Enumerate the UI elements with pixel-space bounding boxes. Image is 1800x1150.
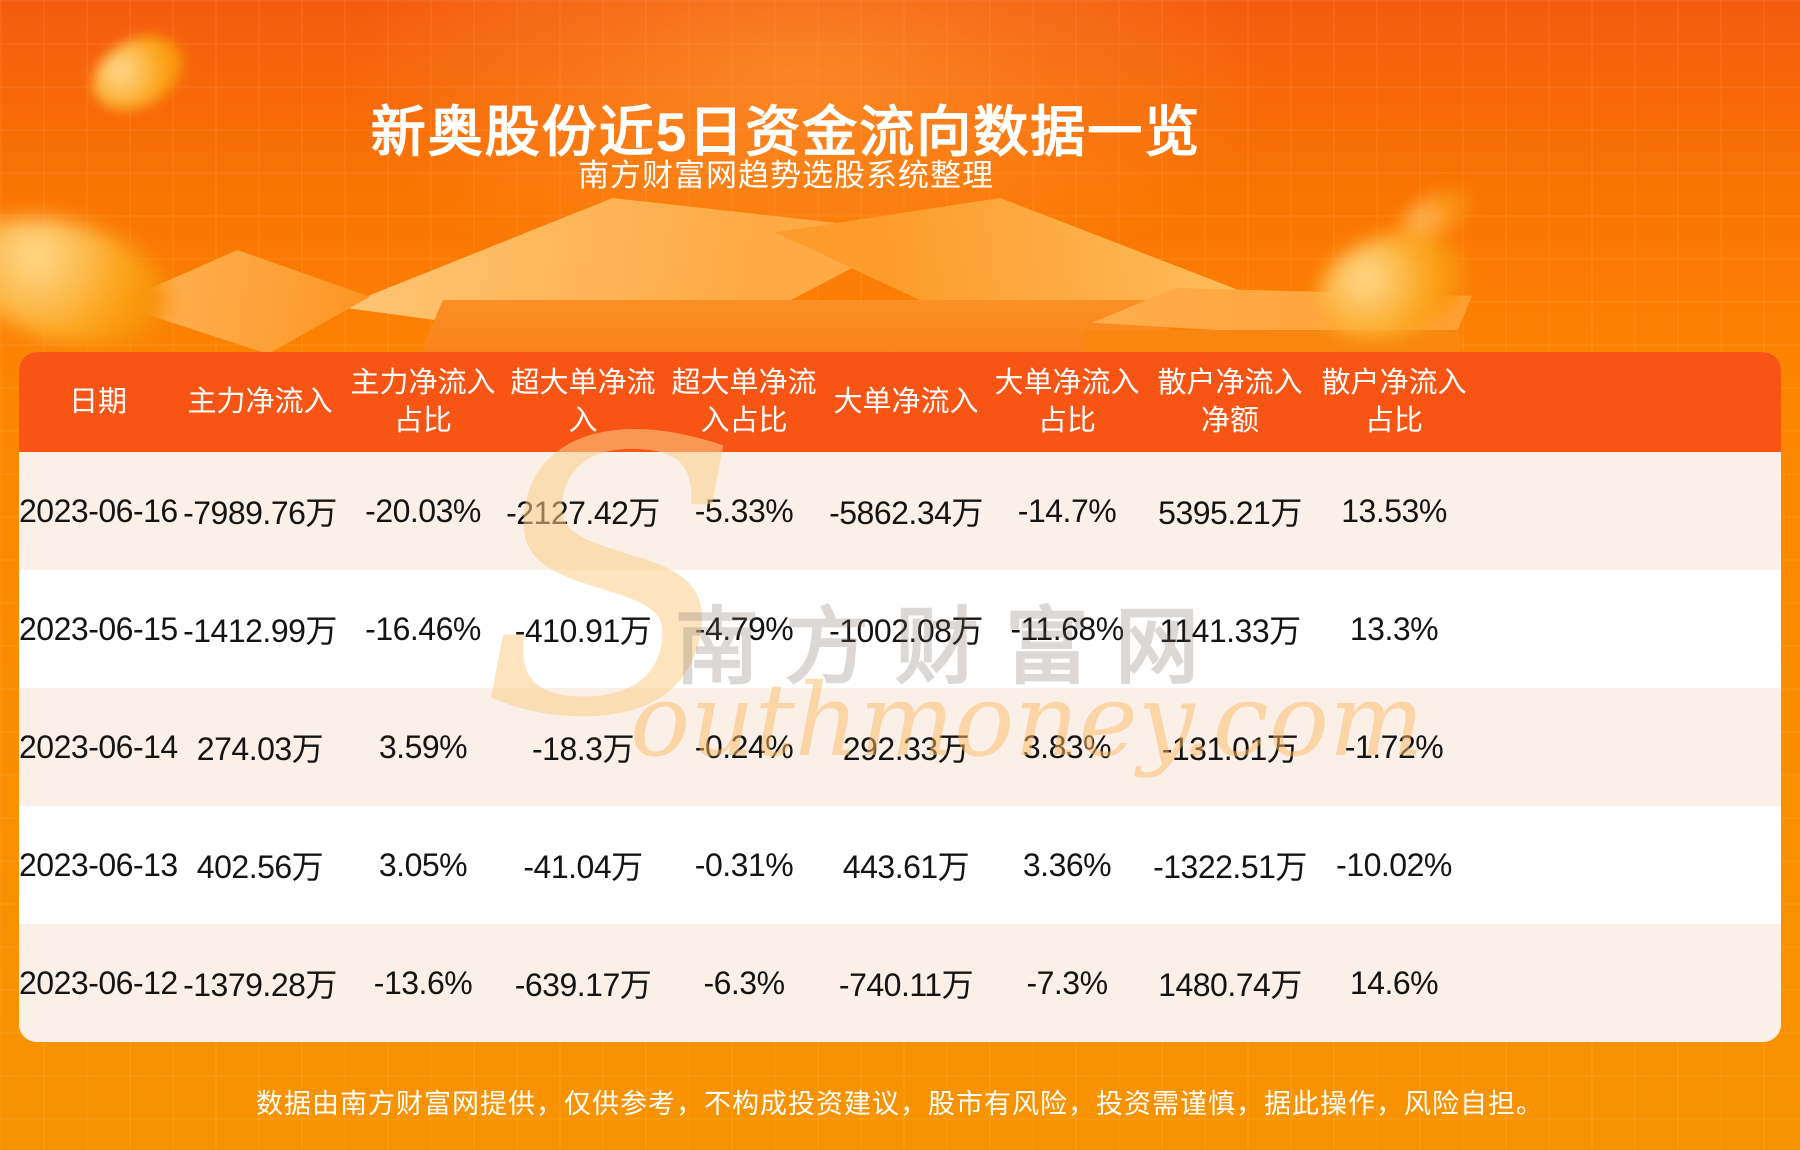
podium-shape [1085, 330, 1460, 354]
table-cell: -410.91万 [514, 613, 652, 649]
gold-coin-decoration [1304, 215, 1478, 357]
table-cell: -14.7% [1017, 492, 1117, 529]
table-cell: -13.6% [373, 964, 473, 1001]
table-row: 2023-06-12 -1379.28万 -13.6% -639.17万 -6.… [19, 924, 1781, 1042]
table-cell: -5.33% [694, 492, 794, 529]
podium-shape [1092, 288, 1472, 344]
column-header: 超大单净流 入占比 [671, 366, 817, 437]
table-cell: 1141.33万 [1159, 613, 1301, 649]
column-header: 散户净流入 占比 [1321, 366, 1467, 437]
table-cell: 2023-06-15 [19, 610, 178, 647]
column-header: 日期 [68, 385, 127, 418]
column-header: 主力净流入 占比 [350, 366, 496, 437]
table-cell: -1379.28万 [183, 967, 337, 1003]
table-cell: -2127.42万 [506, 495, 660, 531]
disclaimer-text: 数据由南方财富网提供，仅供参考，不构成投资建议，股市有风险，投资需谨慎，据此操作… [256, 1089, 1544, 1119]
column-header: 超大单净流 入 [510, 366, 656, 437]
column-header: 主力净流入 [187, 385, 333, 418]
table-cell: -20.03% [365, 492, 481, 529]
table-cell: 13.3% [1349, 610, 1439, 647]
table-cell: -6.3% [703, 964, 785, 1001]
column-header: 散户净流入 净额 [1157, 366, 1303, 437]
header-spacer [1475, 352, 1781, 452]
table-cell: 13.53% [1341, 492, 1447, 529]
gold-coin-decoration [0, 196, 182, 366]
table-cell: 2023-06-16 [19, 492, 178, 529]
table-cell: 292.33万 [842, 731, 970, 767]
podium-shape [340, 198, 920, 354]
page-subtitle: 南方财富网趋势选股系统整理 [578, 158, 994, 193]
table-cell: 3.59% [378, 728, 468, 765]
table-cell: 14.6% [1349, 964, 1439, 1001]
table-cell: -5862.34万 [829, 495, 983, 531]
table-cell: 402.56万 [196, 849, 324, 885]
table-row: 2023-06-14 274.03万 3.59% -18.3万 -0.24% 2… [19, 688, 1781, 806]
table-cell: -1002.08万 [829, 613, 983, 649]
table-cell: -0.24% [694, 728, 794, 765]
table-cell: 3.05% [378, 846, 468, 883]
table-cell: 2023-06-13 [19, 846, 178, 883]
column-header: 大单净流入 占比 [994, 366, 1140, 437]
table-cell: -1322.51万 [1153, 849, 1307, 885]
table-cell: -740.11万 [838, 967, 974, 1003]
table-row: 2023-06-13 402.56万 3.05% -41.04万 -0.31% … [19, 806, 1781, 924]
table-cell: 1480.74万 [1158, 967, 1302, 1003]
table-cell: 443.61万 [842, 849, 970, 885]
table-cell: 274.03万 [196, 731, 324, 767]
table-row: 2023-06-15 -1412.99万 -16.46% -410.91万 -4… [19, 570, 1781, 688]
table-cell: -4.79% [694, 610, 794, 647]
data-table: 日期 主力净流入 主力净流入 占比 超大单净流 入 超大单净流 入占比 大单净流… [19, 352, 1781, 1042]
table-cell: -41.04万 [523, 849, 643, 885]
table-cell: -11.68% [1010, 610, 1124, 647]
table-cell: -0.31% [694, 846, 794, 883]
podium-shape [115, 250, 370, 354]
table-cell: 2023-06-14 [19, 728, 178, 765]
table-cell: 2023-06-12 [19, 964, 178, 1001]
table-cell: -639.17万 [514, 967, 652, 1003]
table-cell: -1.72% [1344, 728, 1444, 765]
table-cell: 3.36% [1022, 846, 1112, 883]
table-cell: -7.3% [1026, 964, 1108, 1001]
table-cell: -1412.99万 [183, 613, 337, 649]
table-row: 2023-06-16 -7989.76万 -20.03% -2127.42万 -… [19, 452, 1781, 570]
table-cell: -10.02% [1336, 846, 1452, 883]
table-cell: 5395.21万 [1158, 495, 1302, 531]
table-cell: -16.46% [365, 610, 481, 647]
table-cell: -131.01万 [1161, 731, 1299, 767]
podium-shape [420, 300, 1180, 354]
table-header-row: 日期 主力净流入 主力净流入 占比 超大单净流 入 超大单净流 入占比 大单净流… [19, 352, 1781, 452]
table-cell: -7989.76万 [183, 495, 337, 531]
table-cell: -18.3万 [532, 731, 634, 767]
column-header: 大单净流入 [833, 385, 979, 418]
podium-shape [775, 198, 1275, 354]
table-cell: 3.83% [1022, 728, 1112, 765]
